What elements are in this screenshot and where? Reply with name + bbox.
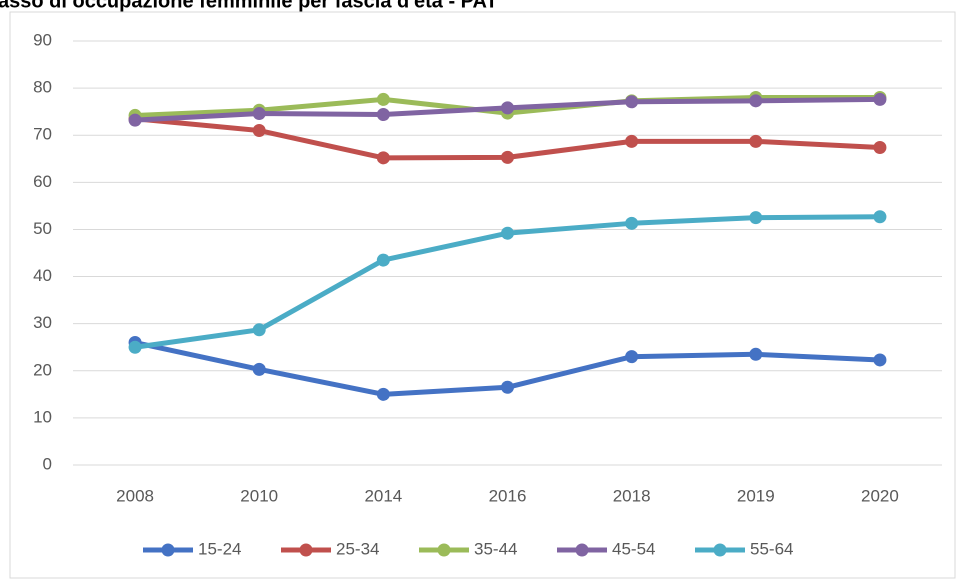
point bbox=[128, 340, 142, 354]
chart-frame bbox=[9, 11, 956, 579]
legend-label: 55-64 bbox=[750, 539, 793, 558]
y-tick-label: 90 bbox=[33, 30, 52, 49]
y-tick-label: 20 bbox=[33, 360, 52, 379]
legend-label: 35-44 bbox=[474, 539, 517, 558]
point bbox=[873, 140, 887, 154]
legend-marker bbox=[713, 543, 727, 557]
x-tick-label: 2018 bbox=[613, 486, 651, 505]
legend-label: 25-34 bbox=[336, 539, 379, 558]
y-tick-label: 80 bbox=[33, 78, 52, 97]
point bbox=[376, 151, 390, 165]
point bbox=[873, 92, 887, 106]
point bbox=[873, 353, 887, 367]
point bbox=[252, 124, 266, 138]
legend-marker bbox=[575, 543, 589, 557]
y-tick-label: 10 bbox=[33, 407, 52, 426]
point bbox=[749, 94, 763, 108]
point bbox=[873, 210, 887, 224]
point bbox=[376, 253, 390, 267]
point bbox=[252, 362, 266, 376]
y-tick-label: 50 bbox=[33, 219, 52, 238]
point bbox=[501, 101, 514, 115]
y-tick-label: 60 bbox=[33, 172, 52, 191]
point bbox=[501, 150, 514, 164]
point bbox=[625, 134, 639, 148]
chart-title: asso di occupazione femminile per fascia… bbox=[0, 0, 498, 12]
legend-marker bbox=[437, 543, 451, 557]
point bbox=[376, 387, 390, 401]
x-tick-label: 2008 bbox=[116, 486, 154, 505]
point bbox=[749, 134, 763, 148]
y-tick-label: 30 bbox=[33, 313, 52, 332]
legend-marker bbox=[299, 543, 313, 557]
point bbox=[376, 92, 390, 106]
x-tick-label: 2016 bbox=[489, 486, 527, 505]
x-tick-label: 2019 bbox=[737, 486, 775, 505]
point bbox=[501, 226, 514, 240]
point bbox=[376, 107, 390, 121]
point bbox=[749, 347, 763, 361]
legend-label: 45-54 bbox=[612, 539, 655, 558]
point bbox=[252, 323, 266, 337]
point bbox=[501, 380, 514, 394]
x-tick-label: 2020 bbox=[861, 486, 899, 505]
point bbox=[252, 107, 266, 121]
y-tick-label: 40 bbox=[33, 266, 52, 285]
x-tick-label: 2014 bbox=[364, 486, 402, 505]
legend-marker bbox=[161, 543, 175, 557]
point bbox=[625, 95, 639, 109]
point bbox=[128, 113, 142, 127]
y-tick-label: 70 bbox=[33, 125, 52, 144]
y-tick-label: 0 bbox=[43, 454, 52, 473]
point bbox=[749, 211, 763, 225]
point bbox=[625, 216, 639, 230]
point bbox=[625, 350, 639, 364]
legend-label: 15-24 bbox=[198, 539, 241, 558]
x-tick-label: 2010 bbox=[240, 486, 278, 505]
